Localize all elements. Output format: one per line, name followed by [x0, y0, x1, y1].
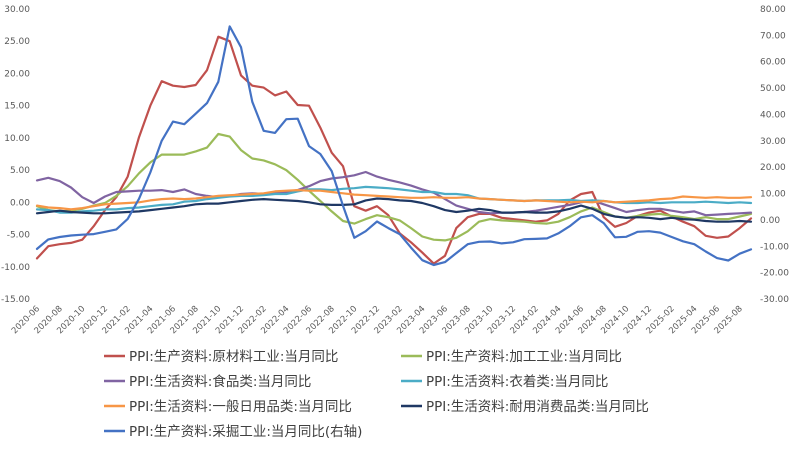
legend-label-6: PPI:生活资料:耐用消费品类:当月同比: [426, 399, 649, 415]
right-y-tick-label: 70.00: [760, 31, 786, 41]
series-line-3: [35, 170, 753, 217]
right-y-tick-label: 20.00: [760, 163, 786, 173]
series-line-7: [35, 25, 753, 267]
left-y-tick-label: 20.00: [4, 69, 30, 79]
series-layer: [35, 25, 753, 267]
legend: PPI:生产资料:原材料工业:当月同比 PPI:生产资料:加工工业:当月同比 PPI…: [104, 349, 649, 440]
left-y-tick-label: 0.00: [10, 198, 30, 208]
right-y-tick-label: -10.00: [760, 242, 789, 252]
left-y-tick-label: 25.00: [4, 37, 30, 47]
left-y-tick-label: 30.00: [4, 5, 30, 15]
right-y-tick-label: 10.00: [760, 190, 786, 200]
left-y-tick-label: 5.00: [10, 166, 30, 176]
left-y-axis: 30.00 25.00 20.00 15.00 10.00 5.00 0.00 -5.00 -1…: [1, 5, 30, 305]
right-y-tick-label: 30.00: [760, 137, 786, 147]
left-y-tick-label: -5.00: [7, 231, 31, 241]
left-y-tick-label: -10.00: [1, 263, 30, 273]
legend-label-1: PPI:生产资料:原材料工业:当月同比: [129, 349, 338, 365]
legend-label-4: PPI:生活资料:衣着类:当月同比: [426, 373, 608, 390]
series-line-4: [35, 185, 753, 214]
legend-label-7: PPI:生产资料:采掘工业:当月同比(右轴): [129, 424, 362, 440]
legend-label-2: PPI:生产资料:加工工业:当月同比: [426, 349, 622, 365]
left-y-tick-label: -15.00: [1, 295, 30, 305]
right-y-tick-label: -30.00: [760, 295, 789, 305]
right-y-axis: 80.00 70.00 60.00 50.00 40.00 30.00 20.00 10.00…: [760, 5, 789, 305]
legend-label-5: PPI:生活资料:一般日用品类:当月同比: [129, 399, 352, 415]
left-y-tick-label: 10.00: [4, 134, 30, 144]
left-y-tick-label: 15.00: [4, 102, 30, 112]
right-y-tick-label: 40.00: [760, 110, 786, 120]
x-axis: 2020-062020-082020-102020-122021-022021-…: [10, 304, 745, 336]
right-y-tick-label: 80.00: [760, 5, 786, 15]
legend-label-3: PPI:生活资料:食品类:当月同比: [129, 373, 311, 390]
series-line-1: [35, 35, 753, 265]
series-line-5: [35, 189, 753, 211]
right-y-tick-label: 0.00: [760, 216, 780, 226]
series-line-6: [35, 197, 753, 223]
right-y-tick-label: 50.00: [760, 84, 786, 94]
right-y-tick-label: 60.00: [760, 58, 786, 68]
right-y-tick-label: -20.00: [760, 269, 789, 279]
